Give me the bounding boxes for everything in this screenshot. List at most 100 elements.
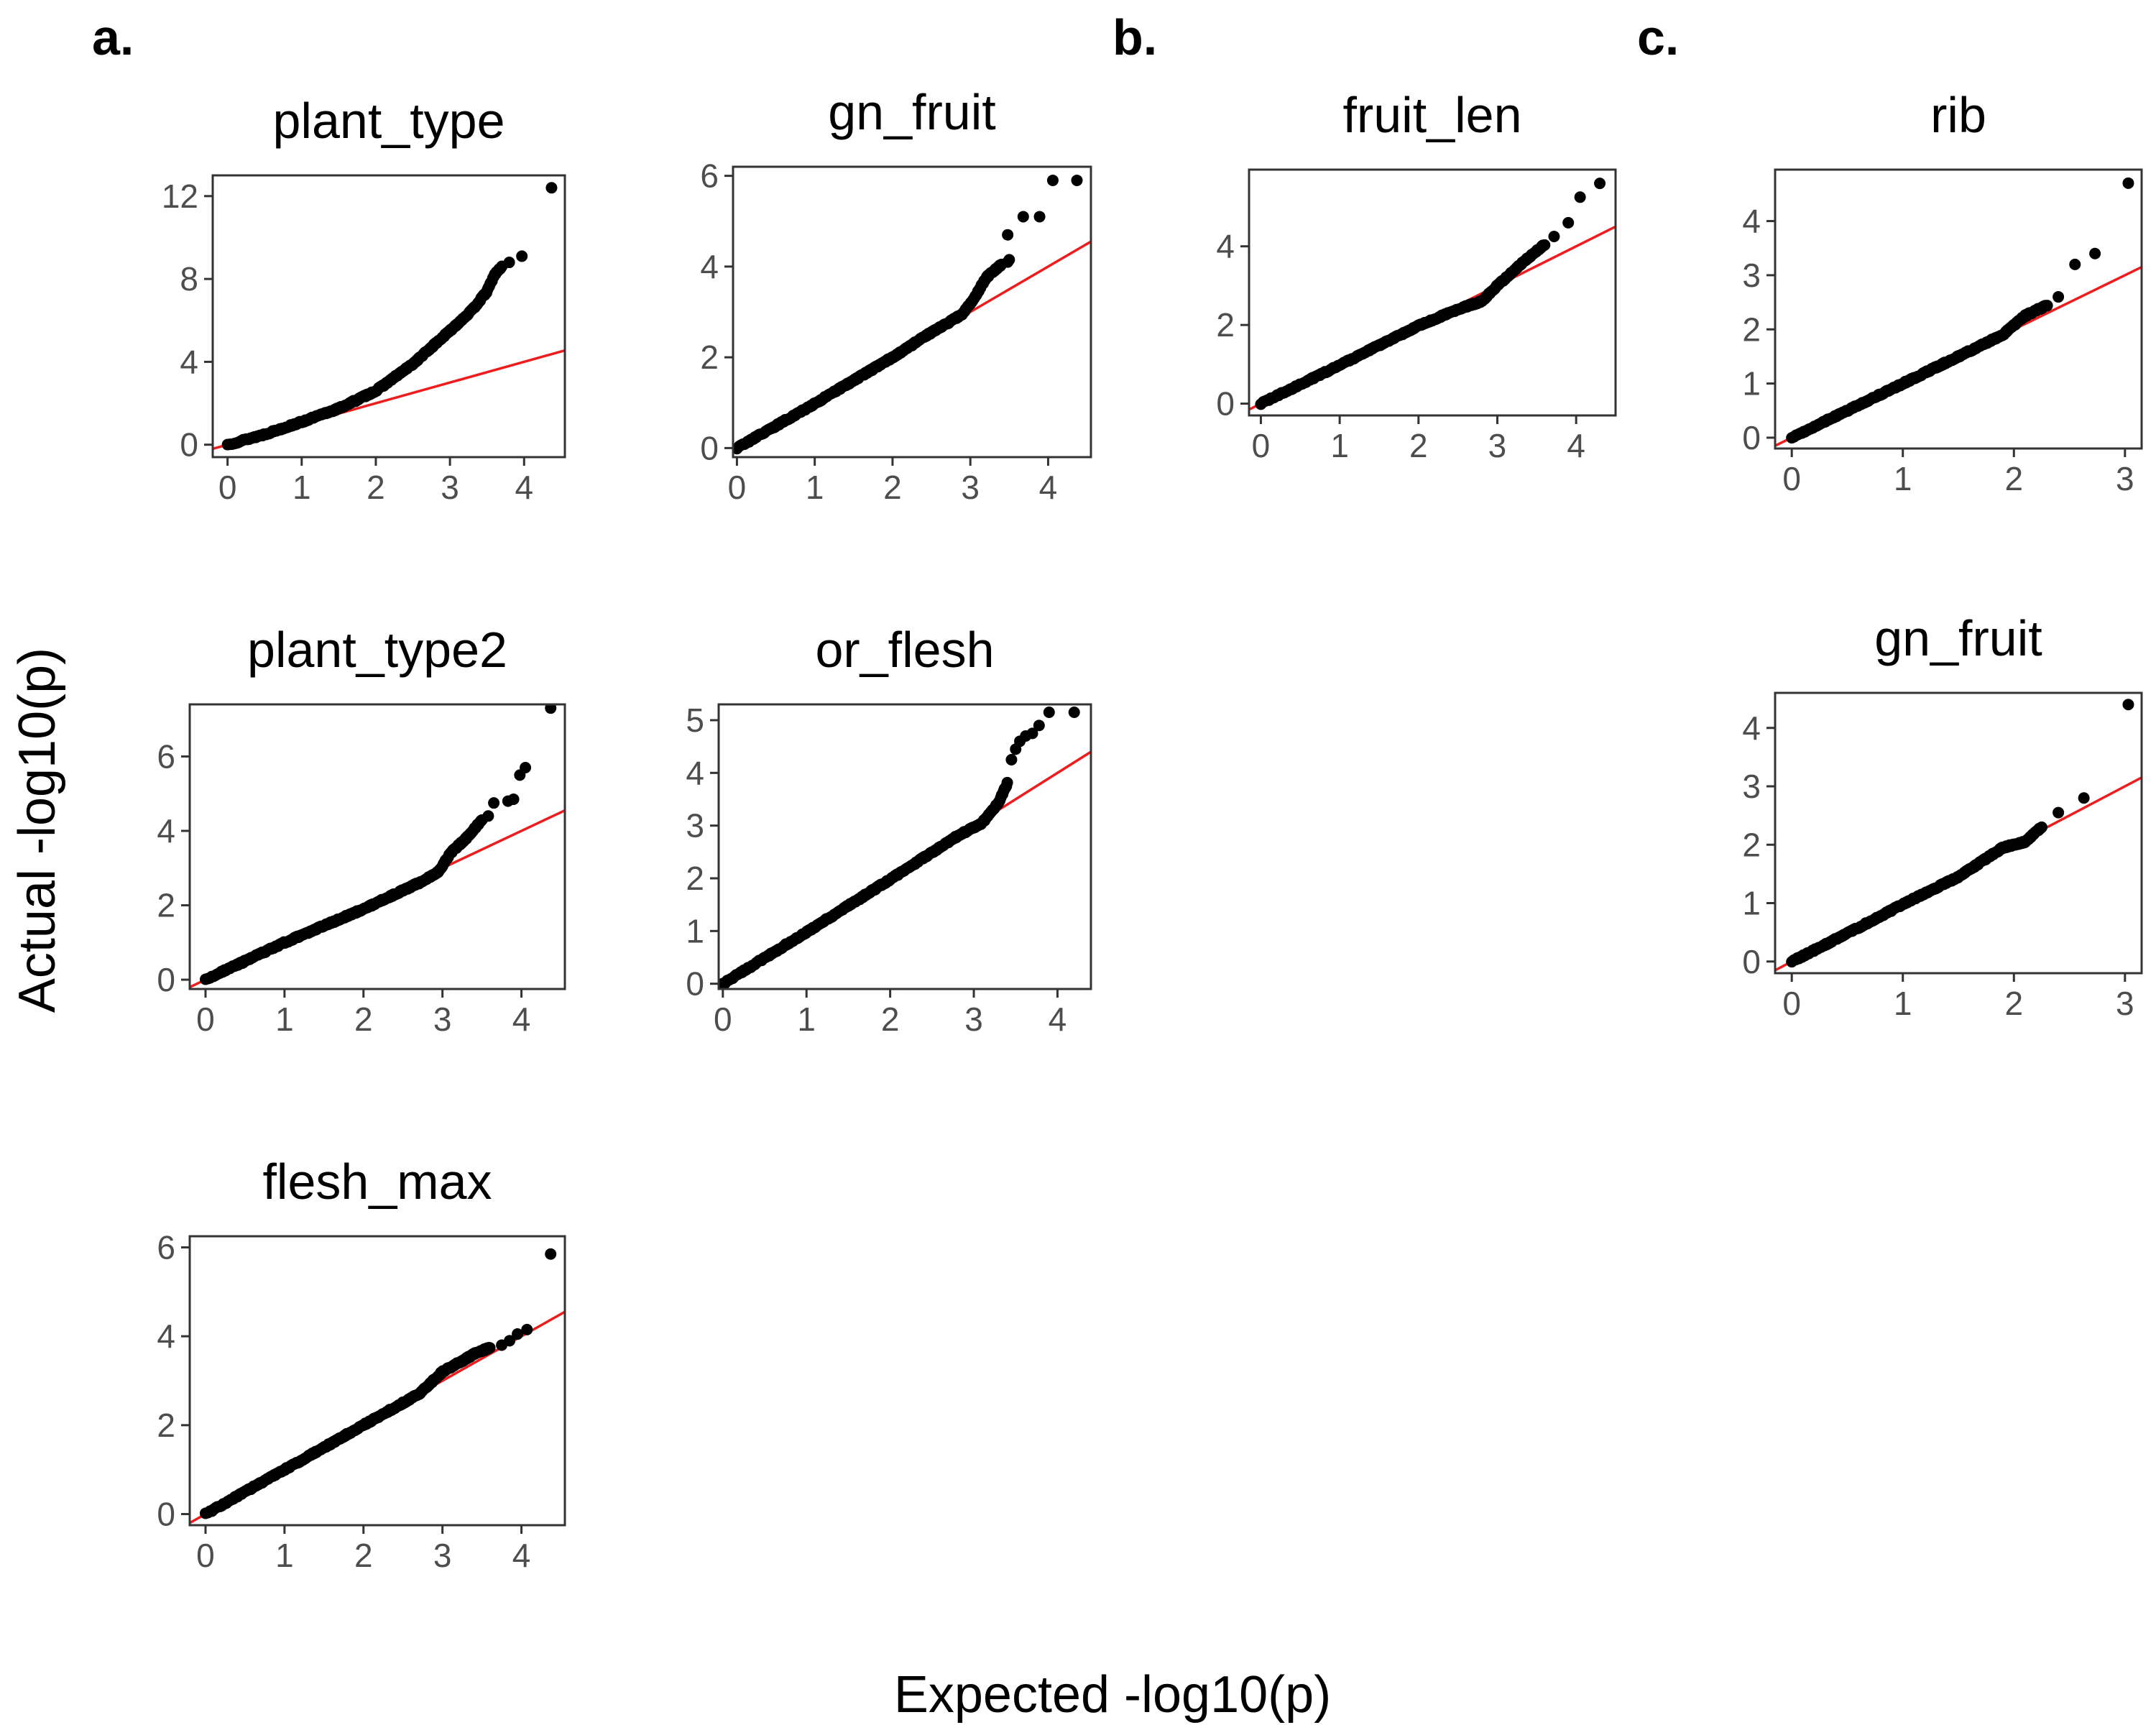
x-tick-label: 4: [1567, 427, 1585, 464]
x-axis-title: Expected -log10(p): [894, 1666, 1331, 1724]
x-tick-label: 0: [714, 1000, 732, 1038]
y-tick-label: 3: [1742, 257, 1761, 294]
x-tick-label: 1: [806, 469, 824, 506]
outlier-point: [2053, 806, 2065, 819]
outlier-point: [503, 257, 515, 269]
facet-gn-fruit: gn_fruit 0 1 2 3 0 1 2 3 4: [1742, 610, 2143, 1022]
x-tick-label: 2: [2004, 460, 2023, 497]
outlier-point: [545, 704, 557, 714]
y-tick-label: 0: [1216, 385, 1235, 423]
x-tick-label: 0: [196, 1000, 215, 1038]
outlier-point: [1071, 174, 1083, 186]
y-tick-label: 3: [1742, 768, 1761, 805]
y-tick-label: 1: [686, 912, 704, 949]
x-tick-label: 4: [1039, 469, 1058, 506]
y-tick-label: 0: [700, 429, 719, 466]
outlier-point: [1033, 211, 1046, 223]
plot-area: [190, 704, 565, 988]
x-tick-label: 0: [728, 469, 747, 506]
plot-frame: [1774, 691, 2143, 975]
x-tick-label: 4: [512, 1000, 531, 1038]
panel-letter-b: b.: [1112, 9, 1157, 65]
y-tick-label: 4: [686, 754, 704, 791]
facet-flesh-max: flesh_max 0 1 2 3 4 0 2 4 6: [157, 1154, 566, 1574]
y-tick-label: 0: [1742, 419, 1761, 456]
x-tick-label: 3: [964, 1000, 983, 1038]
y-tick-label: 0: [686, 965, 704, 1003]
points-layer: [221, 182, 558, 451]
points-layer: [1786, 177, 2134, 444]
x-tick-label: 2: [2004, 985, 2023, 1022]
outlier-point: [1002, 229, 1014, 241]
outlier-point: [1003, 254, 1015, 266]
x-tick-label: 1: [275, 1537, 294, 1574]
outlier-point: [482, 810, 494, 822]
points-layer: [733, 174, 1083, 455]
outlier-point: [1562, 216, 1575, 229]
outlier-point: [2122, 177, 2134, 189]
y-tick-label: 0: [180, 426, 198, 464]
x-tick-label: 2: [354, 1000, 373, 1038]
y-tick-label: 4: [157, 1317, 175, 1355]
y-tick-label: 5: [686, 702, 704, 739]
facet-title: plant_type: [272, 93, 505, 149]
plot-area: [1775, 699, 2142, 972]
x-tick-label: 3: [433, 1537, 452, 1574]
x-tick-label: 0: [1782, 985, 1801, 1022]
plot-frame: [211, 174, 566, 459]
outlier-point: [2069, 258, 2081, 270]
y-tick-label: 8: [180, 260, 198, 298]
x-tick-label: 1: [292, 469, 311, 506]
y-tick-label: 4: [700, 248, 719, 285]
outlier-point: [1594, 178, 1606, 190]
y-tick-label: 6: [157, 1228, 175, 1266]
y-tick-label: 3: [686, 807, 704, 845]
outlier-point: [1033, 719, 1045, 732]
y-tick-label: 4: [157, 812, 175, 850]
data-point: [2035, 821, 2047, 833]
y-tick-label: 12: [162, 178, 198, 215]
outlier-point: [1548, 231, 1560, 243]
panel-letter-c: c.: [1637, 9, 1679, 65]
x-tick-label: 1: [1330, 427, 1349, 464]
outlier-point: [1068, 707, 1080, 718]
y-tick-label: 4: [1742, 709, 1761, 747]
facet-title: gn_fruit: [828, 84, 995, 140]
x-tick-label: 2: [883, 469, 902, 506]
outlier-point: [512, 1328, 524, 1340]
plot-area: [733, 174, 1091, 455]
x-tick-label: 2: [354, 1537, 373, 1574]
x-tick-label: 0: [196, 1537, 215, 1574]
outlier-point: [520, 762, 532, 773]
plot-area: [1775, 177, 2142, 447]
y-tick-label: 4: [180, 343, 198, 380]
y-tick-label: 2: [1742, 310, 1761, 348]
x-tick-label: 3: [441, 469, 459, 506]
facet-title: plant_type2: [247, 622, 507, 678]
y-tick-label: 4: [1216, 228, 1235, 265]
x-tick-label: 0: [1252, 427, 1271, 464]
points-layer: [199, 704, 557, 985]
x-tick-label: 3: [2116, 985, 2134, 1022]
outlier-point: [1017, 211, 1029, 223]
facet-title: flesh_max: [262, 1154, 492, 1210]
outlier-point: [516, 250, 528, 262]
outlier-point: [504, 1335, 516, 1347]
y-tick-label: 1: [1742, 885, 1761, 922]
outlier-point: [1046, 174, 1059, 186]
x-tick-label: 3: [1488, 427, 1507, 464]
outlier-point: [2089, 247, 2101, 259]
outlier-point: [1026, 727, 1038, 740]
y-tick-label: 0: [157, 1496, 175, 1533]
facet-fruit-len: fruit_len 0 1 2 3 4 0 2 4: [1216, 87, 1617, 464]
data-point: [2041, 300, 2053, 312]
plot-frame: [732, 165, 1092, 459]
points-layer: [719, 707, 1080, 989]
facet-rib: rib 0 1 2 3 0 1 2 3 4: [1742, 87, 2143, 497]
plot-area: [719, 707, 1091, 989]
outlier-point: [2078, 792, 2090, 804]
y-tick-label: 2: [1216, 306, 1235, 344]
points-layer: [199, 1248, 557, 1519]
facet-title: gn_fruit: [1874, 610, 2042, 666]
